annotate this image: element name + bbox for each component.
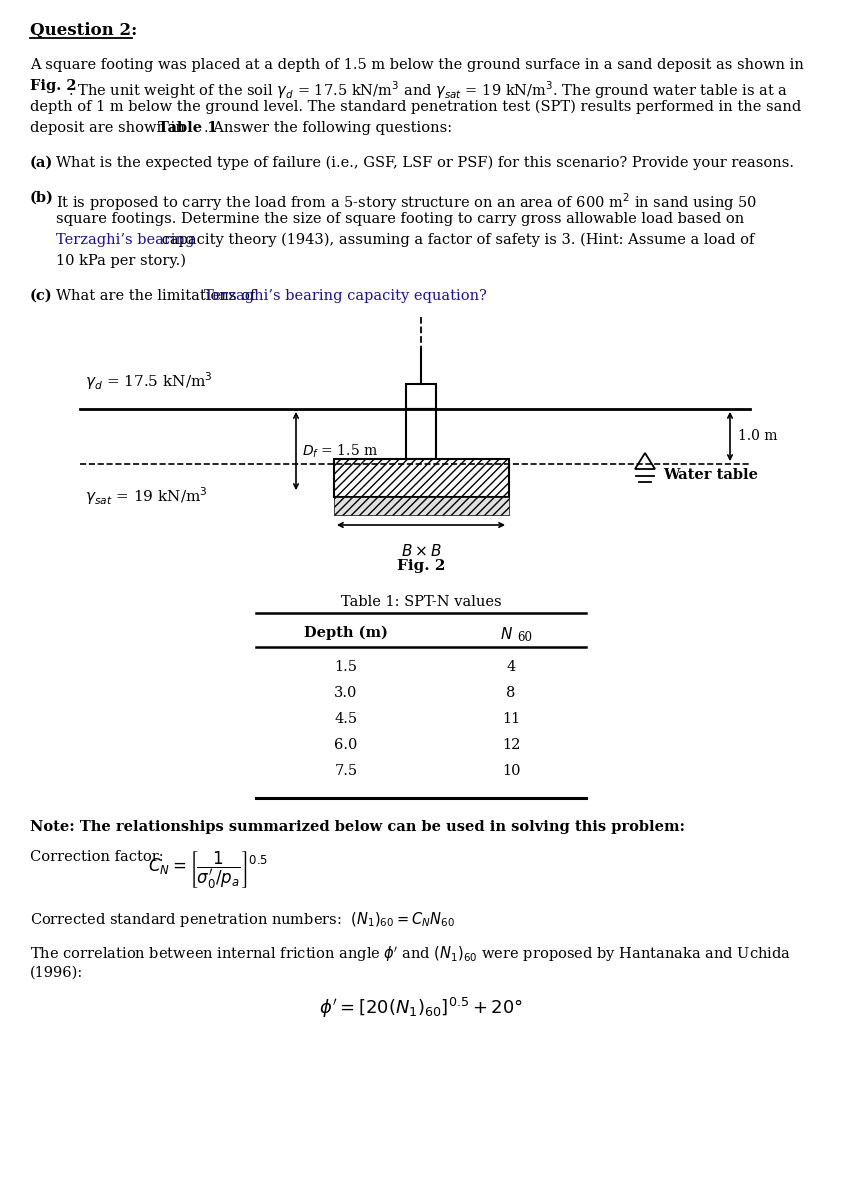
Text: depth of 1 m below the ground level. The standard penetration test (SPT) results: depth of 1 m below the ground level. The… [30,100,802,114]
Text: Note: The relationships summarized below can be used in solving this problem:: Note: The relationships summarized below… [30,820,685,834]
Text: Fig. 2: Fig. 2 [397,559,445,573]
Text: What is the expected type of failure (i.e., GSF, LSF or PSF) for this scenario? : What is the expected type of failure (i.… [56,157,794,171]
Text: 10: 10 [502,764,520,778]
Text: 60: 60 [517,631,532,644]
Text: deposit are shown in: deposit are shown in [30,121,189,135]
Text: Terzaghi’s bearing capacity equation?: Terzaghi’s bearing capacity equation? [204,289,487,302]
Text: A square footing was placed at a depth of 1.5 m below the ground surface in a sa: A square footing was placed at a depth o… [30,58,804,72]
Text: . The unit weight of the soil $\gamma_d$ = 17.5 kN/m$^3$ and $\gamma_{sat}$ = 19: . The unit weight of the soil $\gamma_d$… [68,79,788,101]
Text: Fig. 2: Fig. 2 [30,79,77,93]
Text: Question 2:: Question 2: [30,23,137,39]
Text: $B\times B$: $B\times B$ [401,543,441,559]
Text: square footings. Determine the size of square footing to carry gross allowable l: square footings. Determine the size of s… [56,212,744,227]
Text: $\gamma_d$ = 17.5 kN/m$^3$: $\gamma_d$ = 17.5 kN/m$^3$ [85,370,213,391]
Text: 11: 11 [502,712,520,726]
Text: Correction factor:: Correction factor: [30,850,168,863]
Text: (1996):: (1996): [30,967,83,980]
Bar [406,409,436,459]
Text: Corrected standard penetration numbers:  $(N_1)_{60} = C_N N_{60}$: Corrected standard penetration numbers: … [30,910,455,929]
Text: Table 1: SPT-N values: Table 1: SPT-N values [341,595,501,608]
Text: 6.0: 6.0 [334,738,358,752]
Text: $\gamma_{sat}$ = 19 kN/m$^3$: $\gamma_{sat}$ = 19 kN/m$^3$ [85,485,208,506]
Text: 7.5: 7.5 [334,764,358,778]
Text: . Answer the following questions:: . Answer the following questions: [204,121,452,135]
Text: $C_N = \left[\dfrac{1}{\sigma_0^{\prime}/p_a}\right]^{0.5}$: $C_N = \left[\dfrac{1}{\sigma_0^{\prime}… [148,850,268,891]
Text: (b): (b) [30,191,54,205]
Text: Water table: Water table [663,468,758,482]
Text: $N$: $N$ [500,626,514,642]
Text: 10 kPa per story.): 10 kPa per story.) [56,254,186,268]
Text: 1.0 m: 1.0 m [738,429,777,444]
Bar [334,459,509,497]
Text: 4.5: 4.5 [334,712,358,726]
Text: $D_f$ = 1.5 m: $D_f$ = 1.5 m [302,442,378,460]
Text: 3.0: 3.0 [334,686,358,700]
Text: Depth (m): Depth (m) [304,626,388,640]
Bar [406,384,436,409]
Bar [334,497,509,515]
Text: (a): (a) [30,157,53,170]
Text: 8: 8 [506,686,515,700]
Text: 1.5: 1.5 [334,659,358,674]
Text: capacity theory (1943), assuming a factor of safety is 3. (Hint: Assume a load o: capacity theory (1943), assuming a facto… [157,232,754,248]
Text: What are the limitations of: What are the limitations of [56,289,260,302]
Text: The correlation between internal friction angle $\phi$$'$ and $(N_1)_{60}$ were : The correlation between internal frictio… [30,944,791,963]
Text: Table 1: Table 1 [158,121,217,135]
Text: $\phi' = \left[20(N_1)_{60}\right]^{0.5} + 20°$: $\phi' = \left[20(N_1)_{60}\right]^{0.5}… [319,996,523,1020]
Text: It is proposed to carry the load from a 5-story structure on an area of 600 m$^2: It is proposed to carry the load from a … [56,191,757,212]
Text: 4: 4 [506,659,515,674]
Text: 12: 12 [502,738,520,752]
Text: (c): (c) [30,289,52,302]
Text: Terzaghi’s bearing: Terzaghi’s bearing [56,232,195,247]
